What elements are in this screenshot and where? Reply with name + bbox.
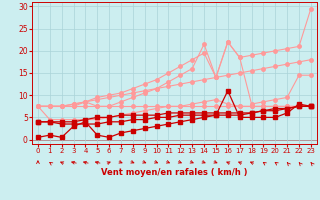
X-axis label: Vent moyen/en rafales ( km/h ): Vent moyen/en rafales ( km/h ) bbox=[101, 168, 248, 177]
